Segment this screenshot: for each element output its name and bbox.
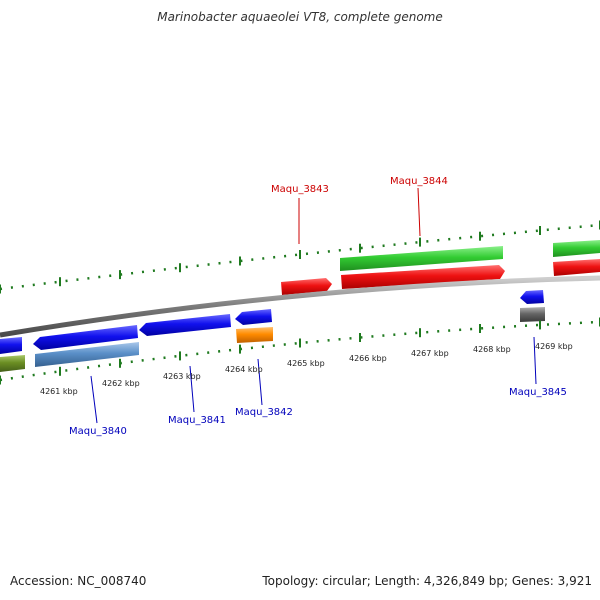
gene-arrow-maqu-3840[interactable] [33, 325, 138, 350]
gene-label-maqu-3844[interactable]: Maqu_3844 [390, 176, 448, 187]
genome-backbone [0, 275, 600, 338]
gene-arrow-left-edge[interactable] [0, 337, 22, 354]
feature-olive-left-edge[interactable] [0, 355, 25, 372]
feature-green-right[interactable] [553, 240, 600, 257]
gene-label-maqu-3840[interactable]: Maqu_3840 [69, 426, 127, 437]
leader-line-maqu-3844 [417, 187, 421, 237]
scale-label-4261: 4261 kbp [40, 387, 78, 396]
gene-arrow-maqu-3845[interactable] [520, 290, 544, 304]
feature-steelblue-maqu-3840[interactable] [35, 342, 139, 367]
scale-label-4267: 4267 kbp [411, 349, 449, 358]
leader-line-maqu-3842 [257, 358, 263, 406]
scale-label-4266: 4266 kbp [349, 354, 387, 363]
scale-label-4264: 4264 kbp [225, 365, 263, 374]
gene-label-maqu-3841[interactable]: Maqu_3841 [168, 415, 226, 426]
lower-major-ticks [0, 317, 600, 385]
lower-tick-track [0, 320, 600, 382]
scale-label-4269: 4269 kbp [535, 342, 573, 351]
upper-major-ticks [0, 220, 600, 294]
leader-line-maqu-3845 [533, 336, 537, 385]
leader-line-maqu-3841 [189, 365, 195, 413]
feature-grey-maqu-3845[interactable] [520, 307, 545, 322]
feature-green-maqu-3844[interactable] [340, 246, 503, 271]
gene-arrow-right-red[interactable] [553, 259, 600, 276]
genome-summary-text: Topology: circular; Length: 4,326,849 bp… [262, 574, 592, 588]
gene-arrow-maqu-3842[interactable] [235, 309, 272, 325]
gene-arrow-maqu-3843[interactable] [281, 278, 332, 295]
leader-line-maqu-3840 [90, 375, 98, 424]
feature-orange-maqu-3842[interactable] [236, 327, 273, 343]
scale-label-4265: 4265 kbp [287, 359, 325, 368]
scale-label-4268: 4268 kbp [473, 345, 511, 354]
gene-arrow-maqu-3841[interactable] [139, 314, 231, 336]
genome-title: Marinobacter aquaeolei VT8, complete gen… [157, 10, 443, 24]
scale-label-4263: 4263 kbp [163, 372, 201, 381]
gene-label-maqu-3845[interactable]: Maqu_3845 [509, 387, 567, 398]
gene-arrow-maqu-3844[interactable] [341, 265, 505, 289]
gene-label-maqu-3843[interactable]: Maqu_3843 [271, 184, 329, 195]
scale-label-4262: 4262 kbp [102, 379, 140, 388]
accession-text: Accession: NC_008740 [10, 574, 147, 588]
gene-label-maqu-3842[interactable]: Maqu_3842 [235, 407, 293, 418]
